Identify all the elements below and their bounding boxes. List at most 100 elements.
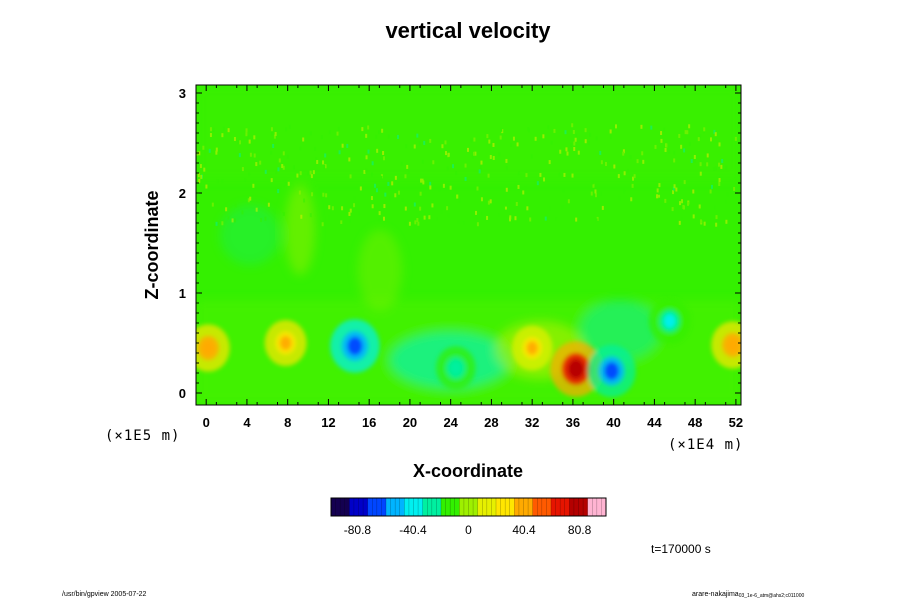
field-speckle (270, 127, 273, 132)
field-speckle (457, 219, 460, 224)
field-speckle (505, 166, 508, 171)
field-speckle (725, 165, 728, 170)
field-speckle (714, 166, 717, 171)
field-speckle (348, 218, 351, 223)
field-speckle (209, 133, 212, 138)
field-speckle (233, 218, 236, 223)
field-speckle (464, 163, 467, 168)
field-speckle (353, 196, 356, 201)
field-speckle (530, 154, 533, 159)
field-speckle (680, 144, 683, 149)
field-speckle (487, 173, 490, 178)
velocity-feature-core (567, 359, 584, 379)
field-speckle (660, 138, 663, 143)
field-speckle (447, 152, 450, 157)
field-speckle (660, 131, 663, 136)
field-speckle (275, 169, 278, 174)
field-speckle (346, 143, 349, 148)
field-speckle (686, 130, 689, 135)
field-speckle (601, 205, 604, 210)
field-speckle (591, 180, 594, 185)
field-speckle (432, 160, 435, 165)
field-speckle (307, 171, 310, 176)
field-speckle (406, 164, 409, 169)
colorbar-segment (569, 498, 589, 516)
field-speckle (233, 136, 236, 141)
field-speckle (444, 140, 447, 145)
field-speckle (340, 220, 343, 225)
field-speckle (479, 165, 482, 170)
field-speckle (249, 152, 252, 157)
field-speckle (715, 215, 718, 220)
field-speckle (505, 187, 508, 192)
field-speckle (517, 184, 520, 189)
field-speckle (381, 128, 384, 133)
field-speckle (589, 132, 592, 137)
field-speckle (555, 217, 558, 222)
field-speckle (498, 152, 501, 157)
field-speckle (202, 145, 205, 150)
field-speckle (698, 204, 701, 209)
field-speckle (401, 197, 404, 202)
field-speckle (481, 211, 484, 216)
y-unit-label: (×1E5 m) (105, 428, 180, 444)
field-speckle (664, 147, 667, 152)
field-speckle (672, 186, 675, 191)
field-speckle (394, 175, 397, 180)
field-speckle (441, 144, 444, 149)
field-speckle (272, 143, 275, 148)
field-speckle (363, 169, 366, 174)
field-speckle (419, 191, 422, 196)
field-speckle (371, 172, 374, 177)
field-speckle (357, 211, 360, 216)
field-speckle (584, 128, 587, 133)
field-speckle (277, 189, 280, 194)
field-speckle (338, 150, 341, 155)
field-speckle (543, 177, 546, 182)
field-speckle (640, 124, 643, 129)
field-speckle (623, 171, 626, 176)
x-tick-label: 16 (362, 415, 376, 430)
field-speckle (592, 183, 595, 188)
field-speckle (227, 215, 230, 220)
field-speckle (622, 151, 625, 156)
field-speckle (282, 211, 285, 216)
field-speckle (542, 134, 545, 139)
field-speckle (221, 179, 224, 184)
field-speckle (237, 140, 240, 145)
field-speckle (687, 201, 690, 206)
field-speckle (404, 221, 407, 226)
field-speckle (375, 134, 378, 139)
field-speckle (480, 160, 483, 165)
field-speckle (299, 146, 302, 151)
field-speckle (514, 183, 517, 188)
field-speckle (693, 158, 696, 163)
x-tick-label: 0 (203, 415, 210, 430)
field-speckle (678, 220, 681, 225)
field-speckle (389, 196, 392, 201)
field-speckle (609, 129, 612, 134)
field-speckle (664, 198, 667, 203)
velocity-feature-core (663, 313, 676, 329)
field-speckle (324, 153, 327, 158)
field-speckle (365, 168, 368, 173)
field-speckle (245, 128, 248, 133)
field-speckle (349, 174, 352, 179)
field-speckle (617, 174, 620, 179)
velocity-feature-core (202, 340, 215, 356)
chart-title: vertical velocity (385, 18, 551, 43)
field-speckle (684, 130, 687, 135)
field-speckle (699, 219, 702, 224)
field-speckle (702, 129, 705, 134)
field-speckle (566, 151, 569, 156)
field-speckle (573, 147, 576, 152)
field-speckle (199, 164, 202, 169)
field-speckle (270, 178, 273, 183)
field-speckle (446, 166, 449, 171)
field-speckle (264, 216, 267, 221)
field-speckle (215, 221, 218, 226)
field-speckle (382, 216, 385, 221)
colorbar-segment (422, 498, 442, 516)
x-axis: 0 4 8 12 16 20 24 28 32 36 40 44 48 52 (203, 85, 743, 430)
field-speckle (663, 127, 666, 132)
